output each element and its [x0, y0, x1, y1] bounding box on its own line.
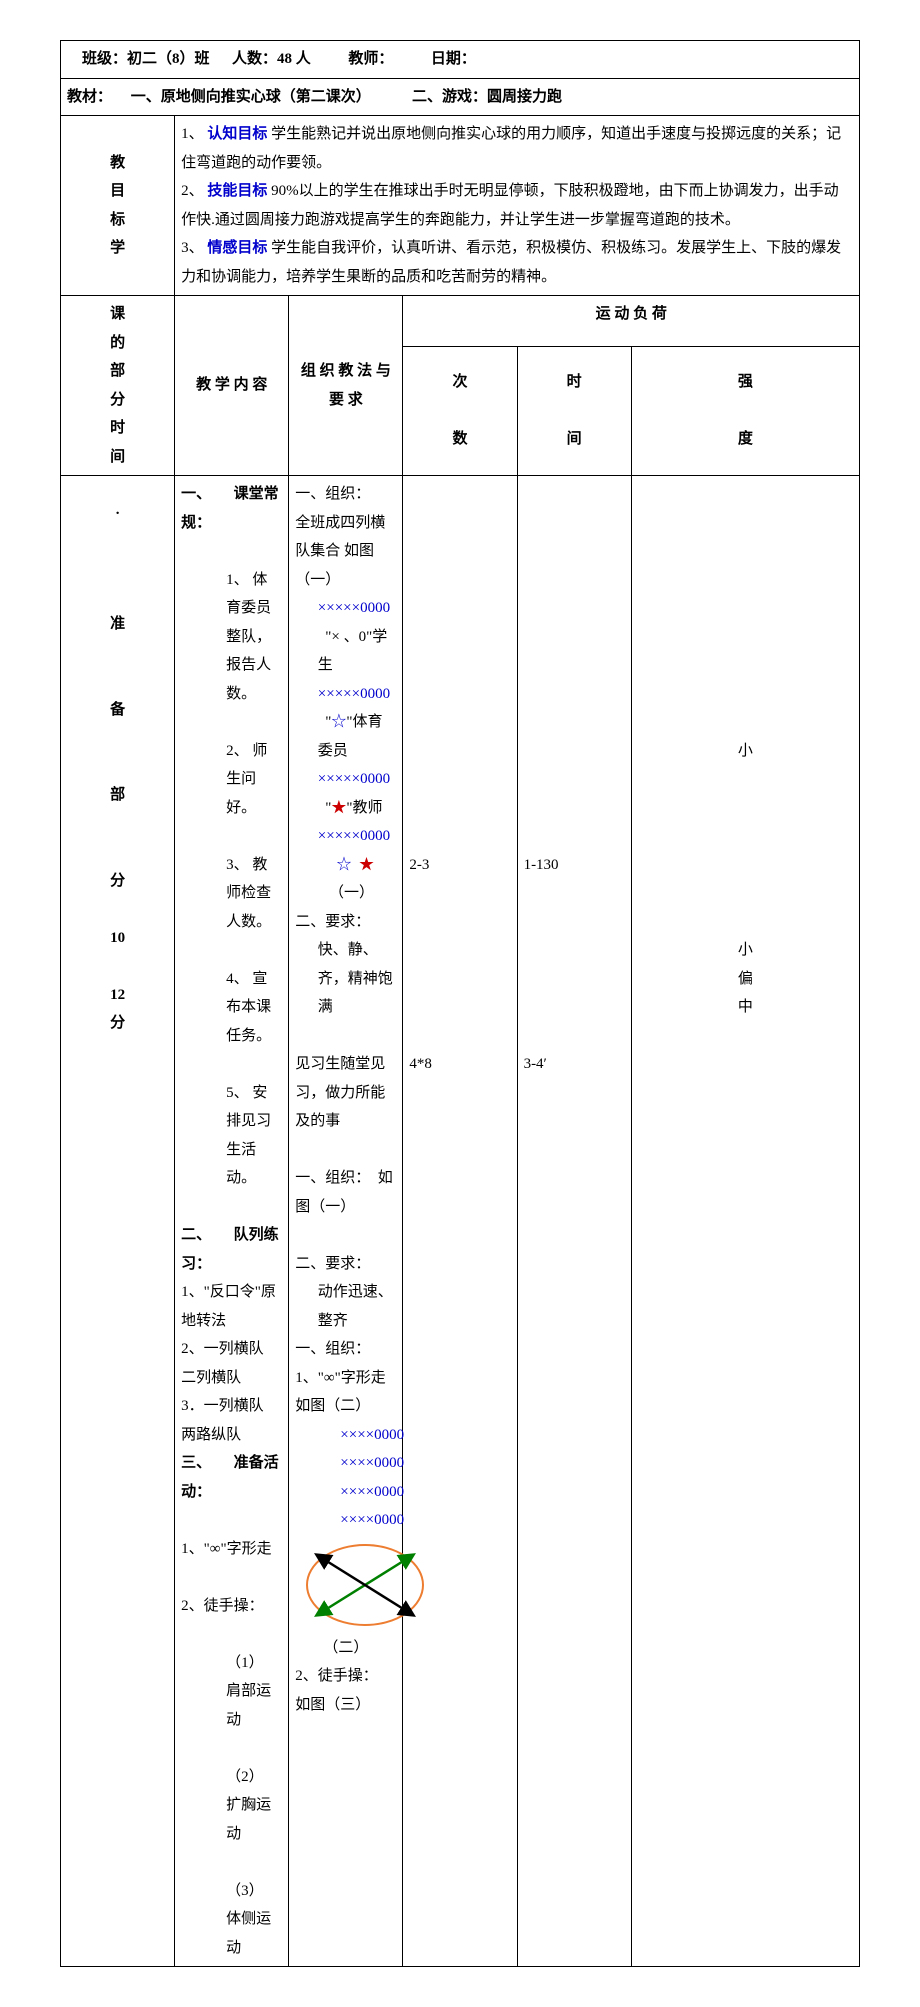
count-label: 人数： — [232, 51, 277, 67]
class-label: 班级： — [82, 51, 127, 67]
m2-title: 一、组织： 如图（一） — [295, 1164, 396, 1221]
count1: 2-3 — [409, 857, 429, 873]
m1-line1: 全班成四列横队集合 如图（一） — [295, 509, 396, 595]
head-load: 运 动 负 荷 — [403, 296, 860, 347]
g1-text: 学生能熟记并说出原地侧向推实心球的用力顺序，知道出手速度与投掷远度的关系；记住弯… — [181, 126, 841, 171]
star-open-icon: ☆ — [336, 857, 351, 873]
s3-title: 三、 准备活动： — [181, 1449, 282, 1506]
m1-req-2: 见习生随堂见习，做力所能及的事 — [295, 1050, 396, 1136]
m3-row-1: ××××0000 — [295, 1421, 396, 1450]
count-cell: 2-3 4*8 — [403, 476, 517, 1967]
part-label: .准备部分1012分 — [61, 476, 175, 1967]
class-value: 初二（8）班 — [127, 51, 210, 67]
goals-vlabel: 教目标学 — [61, 116, 175, 296]
intensity1: 小 — [738, 743, 753, 759]
m1-r3a: ×××××0000 — [318, 771, 390, 787]
goals-cell: 1、 认知目标 学生能熟记并说出原地侧向推实心球的用力顺序，知道出手速度与投掷远… — [175, 116, 860, 296]
g2-text: 90%以上的学生在推球出手时无明显停顿，下肢积极蹬地，由下而上协调发力，出手动作… — [181, 183, 839, 228]
m1-r4a: ×××××0000 — [318, 828, 390, 844]
time2: 3-4′ — [524, 1056, 547, 1072]
head-part: 课的部分时间 — [61, 296, 175, 476]
m1-title: 一、组织： — [295, 480, 396, 509]
m3-line2: 2、徒手操： 如图（三） — [295, 1662, 396, 1719]
m1-r3b: "★"教师 — [325, 800, 382, 816]
s3-item-2: 2、徒手操： — [181, 1592, 282, 1621]
intensity-cell: 小 小偏中 — [631, 476, 859, 1967]
m3-row-4: ××××0000 — [295, 1506, 396, 1535]
m3-line1: 1、"∞"字形走 如图（二） — [295, 1364, 396, 1421]
content-cell: 一、 课堂常规： 1、 体育委员整队，报告人数。 2、 师生问好。 3、 教师检… — [175, 476, 289, 1967]
s1-item-4: 4、 宣布本课任务。 — [181, 965, 282, 1051]
g2-num: 2、 — [181, 183, 204, 199]
g2-name: 技能目标 — [207, 183, 267, 199]
s3-item-1: 1、"∞"字形走 — [181, 1535, 282, 1564]
date-label: 日期： — [431, 51, 476, 67]
g3-name: 情感目标 — [207, 240, 267, 256]
s2-item-3: 3．一列横队 两路纵队 — [181, 1392, 282, 1449]
header-row: 班级：初二（8）班 人数：48 人 教师： 日期： — [61, 41, 860, 79]
s2-item-1: 1、"反口令"原地转法 — [181, 1278, 282, 1335]
count-value: 48 人 — [277, 51, 311, 67]
intensity2: 小偏中 — [738, 942, 753, 1015]
m1-req-1: 快、静、齐，精神饱满 — [295, 936, 396, 1022]
s1-item-5: 5、 安排见习生活动。 — [181, 1079, 282, 1193]
head-intensity: 强度 — [631, 347, 859, 476]
m3-row-3: ××××0000 — [295, 1478, 396, 1507]
g3-text: 学生能自我评价，认真听讲、看示范，积极模仿、积极练习。发展学生上、下肢的爆发力和… — [181, 240, 841, 285]
fig2-label: （二） — [295, 1634, 396, 1663]
m1-req-t: 二、要求： — [295, 908, 396, 937]
s1-item-2: 2、 师生问好。 — [181, 737, 282, 823]
material-one: 一、原地侧向推实心球（第二课次） — [131, 89, 371, 105]
lesson-plan-table: 班级：初二（8）班 人数：48 人 教师： 日期： 教材： 一、原地侧向推实心球… — [60, 40, 860, 1967]
s3-sub-1: （1） 肩部运动 — [181, 1649, 282, 1735]
s2-item-2: 2、一列横队 二列横队 — [181, 1335, 282, 1392]
s1-title: 一、 课堂常规： — [181, 480, 282, 537]
g1-num: 1、 — [181, 126, 204, 142]
m2-req-t: 二、要求： — [295, 1250, 396, 1279]
head-count: 次数 — [403, 347, 517, 476]
head-content: 教 学 内 容 — [175, 296, 289, 476]
star-fill-icon: ★ — [359, 857, 374, 873]
m3-title: 一、组织： — [295, 1335, 396, 1364]
material-two: 二、游戏：圆周接力跑 — [412, 89, 562, 105]
material-label: 教材： — [67, 89, 112, 105]
m2-req-1: 动作迅速、整齐 — [295, 1278, 396, 1335]
time1: 1-130 — [524, 857, 559, 873]
m1-r1b: "× 、0"学生 — [318, 629, 387, 674]
m1-r1a: ×××××0000 — [318, 600, 390, 616]
fig1-label: （一） — [329, 885, 374, 901]
s2-title: 二、 队列练习： — [181, 1221, 282, 1278]
s3-sub-3: （3） 体侧运动 — [181, 1877, 282, 1963]
s3-sub-2: （2） 扩胸运动 — [181, 1763, 282, 1849]
s1-item-1: 1、 体育委员整队，报告人数。 — [181, 566, 282, 709]
g3-num: 3、 — [181, 240, 204, 256]
g1-name: 认知目标 — [207, 126, 267, 142]
method-cell: 一、组织： 全班成四列横队集合 如图（一） ×××××0000 "× 、0"学生… — [289, 476, 403, 1967]
head-method: 组 织 教 法 与 要 求 — [289, 296, 403, 476]
material-row: 教材： 一、原地侧向推实心球（第二课次） 二、游戏：圆周接力跑 — [61, 78, 860, 116]
m1-r2a: ×××××0000 — [318, 686, 390, 702]
s1-item-3: 3、 教师检查人数。 — [181, 851, 282, 937]
count2: 4*8 — [409, 1056, 432, 1072]
m1-r2b: "☆"体育委员 — [318, 714, 383, 759]
time-cell: 1-130 3-4′ — [517, 476, 631, 1967]
m3-row-2: ××××0000 — [295, 1449, 396, 1478]
teacher-label: 教师： — [348, 51, 393, 67]
head-time: 时间 — [517, 347, 631, 476]
